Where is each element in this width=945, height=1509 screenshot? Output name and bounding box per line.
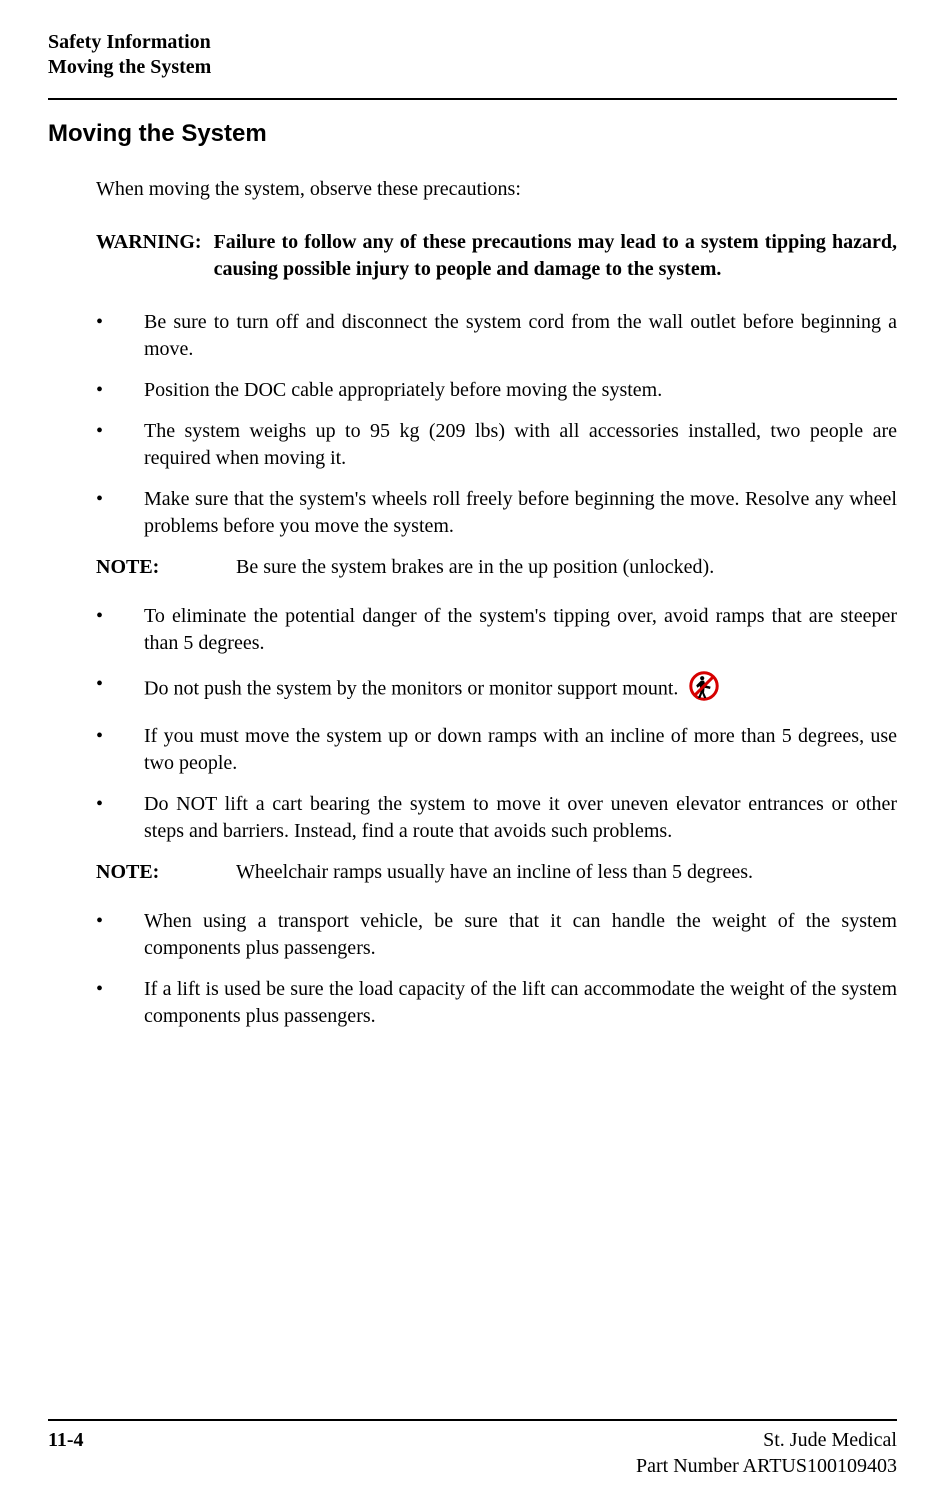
bullet-text: When using a transport vehicle, be sure … — [144, 908, 897, 962]
bullet-text: Do NOT lift a cart bearing the system to… — [144, 791, 897, 845]
note-label: NOTE: — [96, 859, 236, 886]
rule-top — [48, 98, 897, 100]
no-push-icon — [689, 671, 719, 709]
note-block-a: NOTE: Be sure the system brakes are in t… — [96, 554, 897, 581]
rule-bottom — [48, 1419, 897, 1421]
list-item: • Do not push the system by the monitors… — [96, 671, 897, 709]
bullet-list-a: • Be sure to turn off and disconnect the… — [96, 309, 897, 540]
bullet-text: If you must move the system up or down r… — [144, 723, 897, 777]
bullet-text: Do not push the system by the monitors o… — [144, 671, 897, 709]
bullet-text: Make sure that the system's wheels roll … — [144, 486, 897, 540]
list-item: • Make sure that the system's wheels rol… — [96, 486, 897, 540]
running-head-line2: Moving the System — [48, 55, 897, 80]
note-text: Be sure the system brakes are in the up … — [236, 554, 897, 581]
list-item: • If you must move the system up or down… — [96, 723, 897, 777]
bullet-text: Be sure to turn off and disconnect the s… — [144, 309, 897, 363]
footer-row: 11-4 St. Jude Medical Part Number ARTUS1… — [48, 1427, 897, 1479]
bullet-mark: • — [96, 723, 144, 777]
footer-right: St. Jude Medical Part Number ARTUS100109… — [636, 1427, 897, 1479]
note-text: Wheelchair ramps usually have an incline… — [236, 859, 897, 886]
list-item: • Do NOT lift a cart bearing the system … — [96, 791, 897, 845]
list-item: • To eliminate the potential danger of t… — [96, 603, 897, 657]
warning-label: WARNING: — [96, 229, 214, 283]
warning-block: WARNING: Failure to follow any of these … — [96, 229, 897, 283]
bullet-text: To eliminate the potential danger of the… — [144, 603, 897, 657]
bullet-mark: • — [96, 418, 144, 472]
bullet-list-b: • To eliminate the potential danger of t… — [96, 603, 897, 845]
intro-text: When moving the system, observe these pr… — [96, 176, 897, 203]
bullet-mark: • — [96, 603, 144, 657]
footer-company: St. Jude Medical — [636, 1427, 897, 1453]
list-item: • The system weighs up to 95 kg (209 lbs… — [96, 418, 897, 472]
list-item: • When using a transport vehicle, be sur… — [96, 908, 897, 962]
section-title: Moving the System — [48, 120, 897, 148]
bullet-text-inner: Do not push the system by the monitors o… — [144, 678, 678, 700]
bullet-mark: • — [96, 976, 144, 1030]
bullet-list-c: • When using a transport vehicle, be sur… — [96, 908, 897, 1030]
list-item: • Position the DOC cable appropriately b… — [96, 377, 897, 404]
list-item: • If a lift is used be sure the load cap… — [96, 976, 897, 1030]
note-block-b: NOTE: Wheelchair ramps usually have an i… — [96, 859, 897, 886]
bullet-text: Position the DOC cable appropriately bef… — [144, 377, 897, 404]
running-head: Safety Information Moving the System — [48, 30, 897, 80]
footer: 11-4 St. Jude Medical Part Number ARTUS1… — [48, 1419, 897, 1479]
running-head-line1: Safety Information — [48, 30, 897, 55]
note-label: NOTE: — [96, 554, 236, 581]
body-block: When moving the system, observe these pr… — [48, 176, 897, 1030]
list-item: • Be sure to turn off and disconnect the… — [96, 309, 897, 363]
page: Safety Information Moving the System Mov… — [0, 0, 945, 1509]
bullet-mark: • — [96, 791, 144, 845]
footer-part-number: Part Number ARTUS100109403 — [636, 1453, 897, 1479]
bullet-text: If a lift is used be sure the load capac… — [144, 976, 897, 1030]
bullet-mark: • — [96, 377, 144, 404]
bullet-mark: • — [96, 908, 144, 962]
bullet-mark: • — [96, 671, 144, 709]
bullet-text: The system weighs up to 95 kg (209 lbs) … — [144, 418, 897, 472]
warning-text: Failure to follow any of these precautio… — [214, 229, 897, 283]
page-number: 11-4 — [48, 1427, 84, 1479]
bullet-mark: • — [96, 309, 144, 363]
bullet-mark: • — [96, 486, 144, 540]
